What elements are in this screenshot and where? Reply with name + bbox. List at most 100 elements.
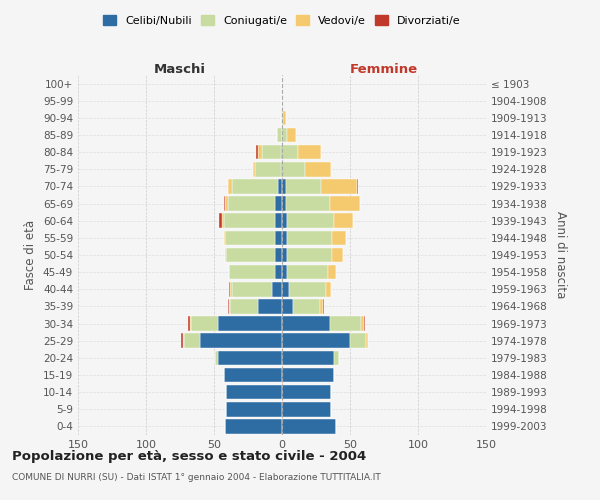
Bar (328, 265, 337, 280)
Bar (225, 230, 275, 245)
Bar (329, 196, 359, 211)
Bar (322, 179, 357, 194)
Bar (226, 385, 282, 400)
Bar (282, 145, 298, 160)
Bar (282, 196, 286, 211)
Bar (224, 230, 225, 245)
Bar (282, 316, 329, 331)
Bar (278, 179, 282, 194)
Bar (227, 299, 229, 314)
Bar (227, 179, 232, 194)
Text: COMUNE DI NURRI (SU) - Dati ISTAT 1° gennaio 2004 - Elaborazione TUTTITALIA.IT: COMUNE DI NURRI (SU) - Dati ISTAT 1° gen… (12, 472, 381, 482)
Bar (188, 316, 190, 331)
Bar (287, 265, 328, 280)
Bar (230, 282, 232, 296)
Bar (367, 334, 368, 348)
Bar (334, 350, 339, 365)
Bar (225, 196, 227, 211)
Bar (282, 162, 305, 176)
Bar (255, 162, 281, 176)
Bar (305, 162, 331, 176)
Bar (275, 196, 282, 211)
Bar (262, 145, 281, 160)
Bar (282, 248, 287, 262)
Bar (287, 214, 334, 228)
Bar (275, 230, 282, 245)
Bar (334, 214, 353, 228)
Bar (282, 350, 334, 365)
Bar (229, 282, 230, 296)
Bar (287, 230, 332, 245)
Bar (277, 128, 282, 142)
Bar (283, 110, 286, 125)
Y-axis label: Anni di nascita: Anni di nascita (554, 212, 567, 298)
Text: Femmine: Femmine (350, 63, 418, 76)
Bar (190, 316, 191, 331)
Bar (191, 316, 218, 331)
Bar (282, 282, 289, 296)
Bar (220, 214, 222, 228)
Bar (225, 419, 282, 434)
Bar (323, 299, 324, 314)
Bar (224, 368, 282, 382)
Bar (282, 179, 286, 194)
Bar (272, 282, 282, 296)
Legend: Celibi/Nubili, Coniugati/e, Vedovi/e, Divorziati/e: Celibi/Nubili, Coniugati/e, Vedovi/e, Di… (99, 10, 465, 30)
Bar (329, 316, 361, 331)
Bar (287, 248, 332, 262)
Bar (229, 299, 230, 314)
Bar (218, 316, 282, 331)
Bar (298, 145, 322, 160)
Bar (224, 196, 225, 211)
Bar (361, 316, 364, 331)
Bar (282, 230, 287, 245)
Y-axis label: Fasce di età: Fasce di età (25, 220, 37, 290)
Bar (287, 128, 296, 142)
Bar (275, 265, 282, 280)
Bar (282, 419, 337, 434)
Bar (293, 299, 320, 314)
Bar (215, 350, 218, 365)
Bar (282, 402, 331, 416)
Bar (184, 334, 200, 348)
Bar (282, 299, 293, 314)
Bar (281, 162, 282, 176)
Bar (281, 110, 282, 125)
Bar (282, 385, 331, 400)
Bar (282, 334, 350, 348)
Bar (200, 334, 282, 348)
Bar (282, 265, 287, 280)
Bar (282, 368, 334, 382)
Bar (282, 128, 287, 142)
Bar (225, 248, 226, 262)
Bar (218, 350, 282, 365)
Bar (253, 162, 255, 176)
Bar (320, 299, 323, 314)
Bar (275, 214, 282, 228)
Bar (230, 299, 257, 314)
Bar (275, 248, 282, 262)
Text: Popolazione per età, sesso e stato civile - 2004: Popolazione per età, sesso e stato civil… (12, 450, 366, 463)
Bar (364, 316, 365, 331)
Bar (282, 110, 283, 125)
Bar (229, 265, 275, 280)
Bar (257, 299, 282, 314)
Bar (232, 282, 272, 296)
Text: Maschi: Maschi (154, 63, 206, 76)
Bar (224, 214, 275, 228)
Bar (286, 196, 329, 211)
Bar (357, 179, 358, 194)
Bar (183, 334, 184, 348)
Bar (256, 145, 257, 160)
Bar (257, 145, 262, 160)
Bar (232, 179, 278, 194)
Bar (286, 179, 322, 194)
Bar (222, 214, 224, 228)
Bar (281, 145, 282, 160)
Bar (332, 248, 343, 262)
Bar (226, 248, 275, 262)
Bar (282, 214, 287, 228)
Bar (350, 334, 367, 348)
Bar (227, 196, 275, 211)
Bar (226, 402, 282, 416)
